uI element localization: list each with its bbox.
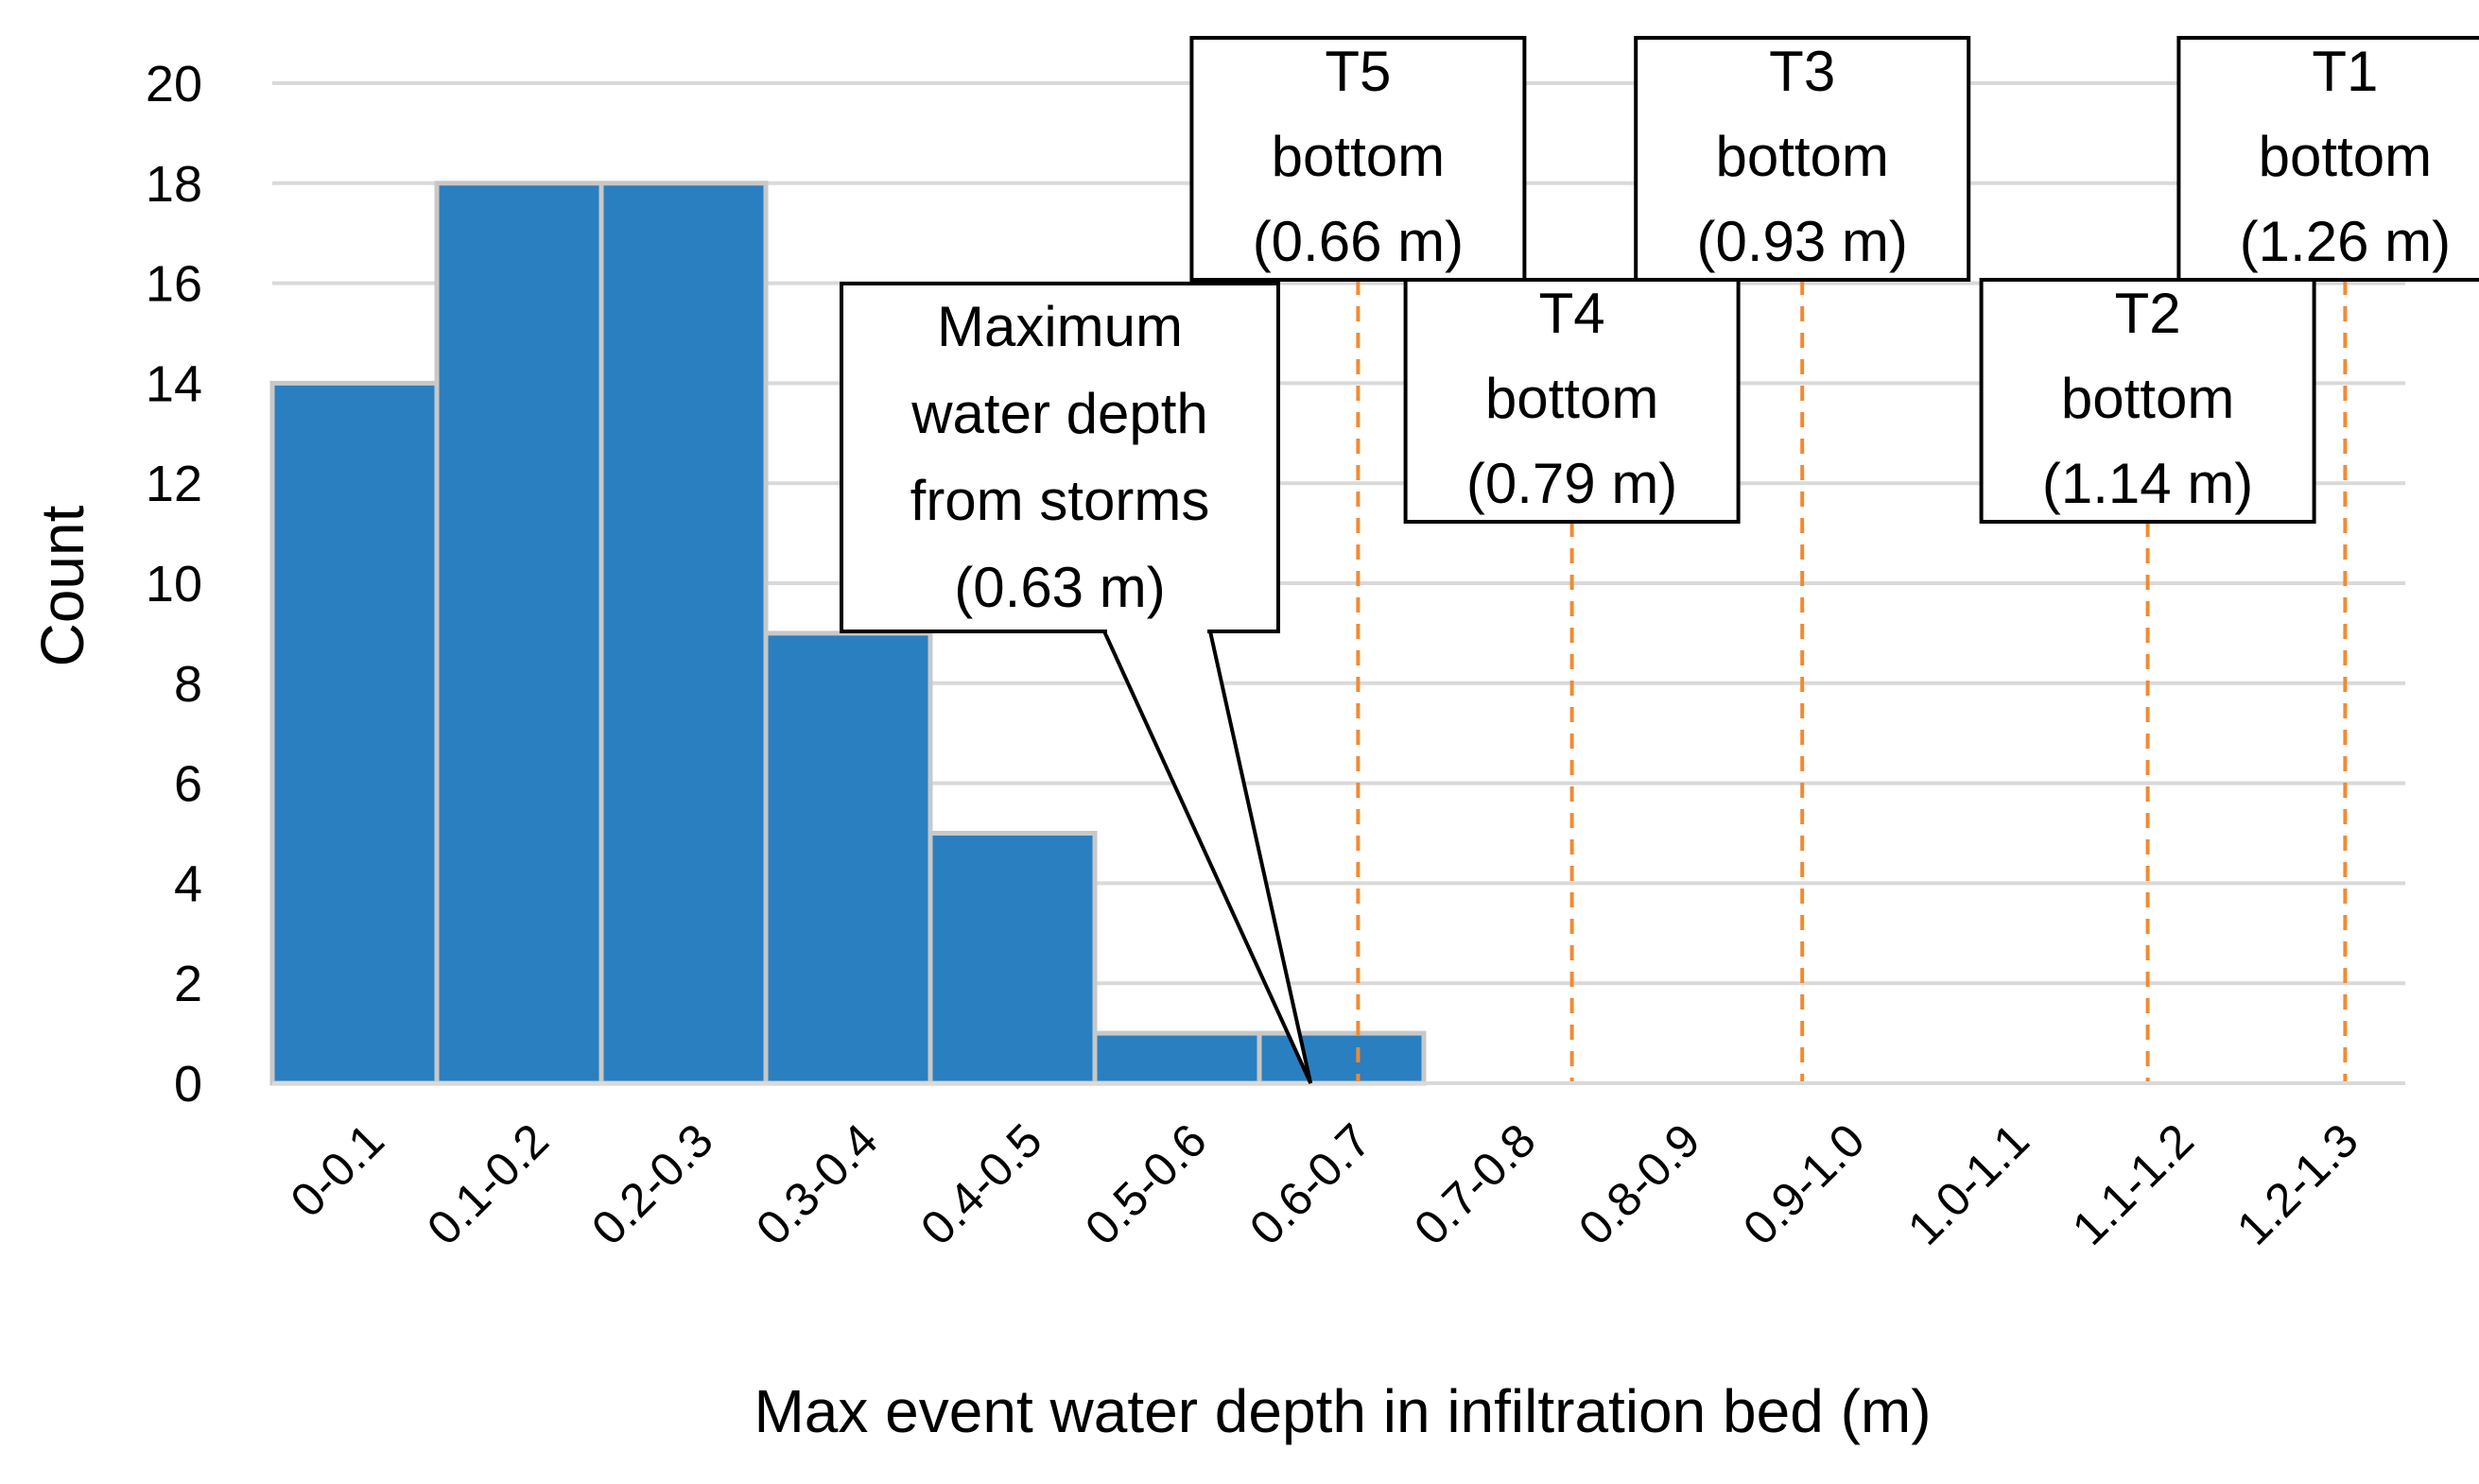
reference-label-t5: T5 bottom (0.66 m) bbox=[1189, 36, 1527, 282]
y-tick-label: 12 bbox=[146, 456, 202, 512]
x-tick-label: 0.3-0.4 bbox=[746, 1113, 888, 1255]
y-tick-labels: 0 2 4 6 8 10 12 14 16 18 20 bbox=[146, 56, 202, 1113]
callout-text: from storms bbox=[910, 469, 1210, 532]
reference-label-text: T1 bbox=[2312, 40, 2378, 103]
reference-label-t1: T1 bottom (1.26 m) bbox=[2176, 36, 2479, 282]
y-tick-label: 14 bbox=[146, 355, 202, 412]
reference-label-box bbox=[1403, 278, 1741, 524]
x-tick-label: 0.9-1.0 bbox=[1733, 1113, 1875, 1255]
reference-label-text: bottom bbox=[1272, 125, 1445, 188]
bar-0.1-0.2 bbox=[434, 181, 604, 1086]
y-tick-label: 8 bbox=[174, 656, 202, 713]
callout-pointer bbox=[1101, 630, 1313, 1084]
x-tick-label: 0.1-0.2 bbox=[417, 1113, 559, 1255]
callout-box bbox=[840, 282, 1280, 633]
bar-0.3-0.4 bbox=[763, 630, 933, 1086]
y-tick-label: 6 bbox=[174, 756, 202, 813]
x-tick-label: 1.2-1.3 bbox=[2227, 1113, 2368, 1255]
x-tick-label: 0.8-0.9 bbox=[1569, 1113, 1710, 1255]
reference-label-t3: T3 bottom (0.93 m) bbox=[1634, 36, 1971, 282]
x-tick-label: 1.1-1.2 bbox=[2062, 1113, 2204, 1255]
x-tick-label: 0.6-0.7 bbox=[1240, 1113, 1381, 1255]
reference-label-text: (0.79 m) bbox=[1466, 452, 1677, 515]
reference-label-t4: T4 bottom (0.79 m) bbox=[1403, 278, 1741, 524]
max-depth-callout: Maximum water depth from storms (0.63 m) bbox=[840, 282, 1313, 1084]
bar-0.2-0.3 bbox=[598, 181, 769, 1086]
callout-text: Maximum bbox=[937, 295, 1183, 358]
reference-label-text: (1.26 m) bbox=[2240, 210, 2451, 273]
reference-label-text: bottom bbox=[2259, 125, 2432, 188]
y-tick-label: 0 bbox=[174, 1056, 202, 1113]
reference-label-box bbox=[2176, 36, 2479, 282]
reference-label-t2: T2 bottom (1.14 m) bbox=[1979, 278, 2316, 524]
y-tick-label: 16 bbox=[146, 256, 202, 313]
callout-text: (0.63 m) bbox=[954, 556, 1165, 619]
x-tick-label: 1.0-1.1 bbox=[1898, 1113, 2039, 1255]
x-tick-label: 0.7-0.8 bbox=[1404, 1113, 1546, 1255]
x-tick-label: 0.5-0.6 bbox=[1075, 1113, 1217, 1255]
reference-label-text: (0.93 m) bbox=[1697, 210, 1908, 273]
y-tick-label: 10 bbox=[146, 556, 202, 613]
reference-lines bbox=[1356, 280, 2348, 1083]
reference-label-text: bottom bbox=[2061, 367, 2234, 430]
bar-0.6-0.7 bbox=[1257, 1030, 1427, 1086]
x-tick-label: 0.2-0.3 bbox=[581, 1113, 723, 1255]
x-tick-labels: 0-0.1 0.1-0.2 0.2-0.3 0.3-0.4 0.4-0.5 0.5-0.6… bbox=[281, 1113, 2368, 1255]
reference-label-box bbox=[1979, 278, 2316, 524]
y-tick-label: 4 bbox=[174, 855, 202, 912]
y-tick-label: 2 bbox=[174, 956, 202, 1012]
x-axis-title: Max event water depth in infiltration be… bbox=[754, 1377, 1931, 1445]
bar-0-0.1 bbox=[269, 380, 440, 1086]
reference-label-text: (0.66 m) bbox=[1253, 210, 1464, 273]
y-tick-label: 20 bbox=[146, 56, 202, 112]
reference-label-text: T5 bbox=[1325, 40, 1391, 103]
reference-line-labels: T5 bottom (0.66 m) T4 bottom (0.79 m) T3 bottom… bbox=[1189, 36, 2479, 524]
bar-0.5-0.6 bbox=[1092, 1030, 1262, 1086]
reference-label-text: (1.14 m) bbox=[2042, 452, 2253, 515]
reference-label-text: T4 bbox=[1539, 282, 1605, 345]
reference-label-box bbox=[1189, 36, 1527, 282]
reference-label-box bbox=[1634, 36, 1971, 282]
reference-label-text: bottom bbox=[1485, 367, 1658, 430]
x-tick-label: 0.4-0.5 bbox=[910, 1113, 1052, 1255]
bar-0.4-0.5 bbox=[927, 831, 1098, 1086]
reference-label-text: bottom bbox=[1715, 125, 1888, 188]
y-axis-title: Count bbox=[28, 505, 96, 666]
callout-text: water depth bbox=[910, 382, 1208, 445]
reference-label-text: T2 bbox=[2115, 282, 2181, 345]
reference-label-text: T3 bbox=[1769, 40, 1835, 103]
y-tick-label: 18 bbox=[146, 156, 202, 213]
x-tick-label: 0-0.1 bbox=[281, 1113, 394, 1227]
